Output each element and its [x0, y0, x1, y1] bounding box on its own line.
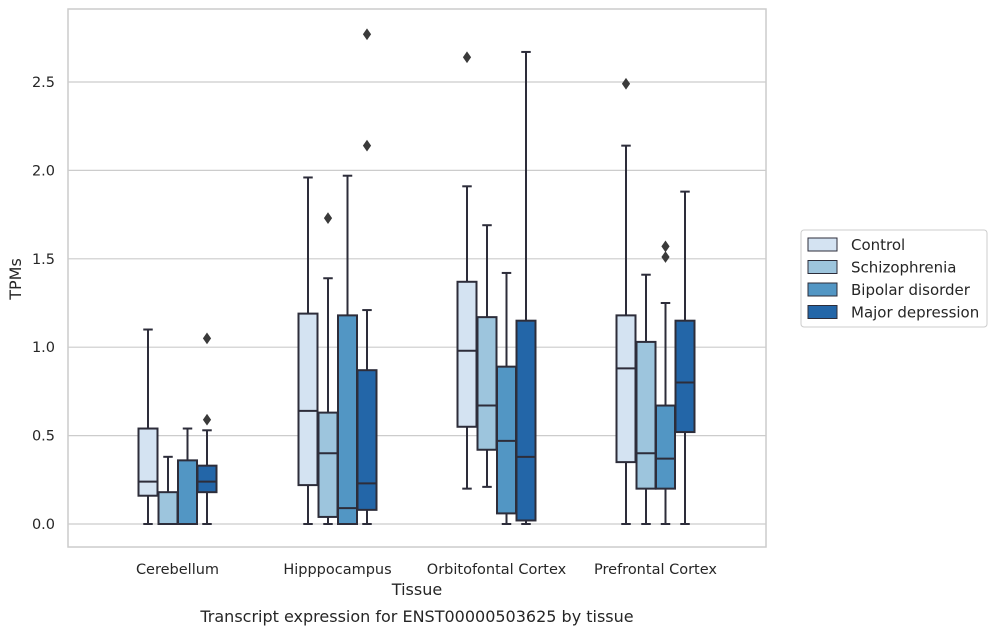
outlier-point: [362, 139, 372, 152]
legend-swatch: [807, 260, 838, 274]
y-tick-label: 2.5: [32, 75, 55, 91]
legend-swatch: [807, 305, 838, 319]
box-major-depression: [674, 190, 696, 525]
x-tick-label: Orbitofontal Cortex: [427, 562, 567, 578]
box-control: [297, 176, 319, 525]
iqr-box: [297, 312, 319, 487]
iqr-box: [615, 314, 637, 464]
iqr-box: [177, 459, 198, 525]
legend: Control Schizophrenia Bipolar disorder Majo…: [800, 229, 988, 328]
legend-label: Major depression: [851, 304, 979, 322]
box-schizophrenia: [317, 212, 339, 525]
legend-swatch: [807, 237, 838, 252]
iqr-box: [674, 319, 696, 434]
outlier-point: [661, 240, 670, 253]
box-schizophrenia: [157, 455, 179, 525]
y-tick-label: 0.5: [32, 429, 55, 445]
box-control: [615, 77, 637, 525]
legend-label: Control: [851, 236, 905, 254]
legend-swatch: [807, 282, 838, 297]
y-tick-label: 1.0: [32, 340, 55, 356]
box-schizophrenia: [635, 273, 657, 525]
box-major-depression: [356, 28, 378, 525]
iqr-box: [356, 369, 378, 511]
box-series-layer: [137, 28, 696, 525]
x-axis-ticks: Cerebellum Hipppocampus Orbitofontal Corte…: [136, 562, 717, 578]
y-tick-label: 1.5: [32, 252, 55, 268]
iqr-box: [196, 464, 218, 494]
y-tick-label: 2.0: [32, 163, 55, 179]
outlier-point: [661, 251, 670, 263]
outlier-point: [462, 51, 472, 64]
iqr-box: [137, 427, 159, 497]
iqr-box: [337, 314, 358, 525]
box-bipolar-disorder: [337, 174, 358, 525]
y-tick-label: 0.0: [32, 517, 55, 533]
box-major-depression: [196, 332, 218, 525]
iqr-box: [456, 280, 478, 428]
legend-label: Schizophrenia: [851, 259, 956, 277]
iqr-box: [635, 340, 657, 490]
outlier-point: [202, 332, 212, 345]
iqr-box: [515, 319, 537, 522]
legend-label: Bipolar disorder: [851, 281, 971, 299]
plot-area-frame: [67, 8, 767, 548]
y-axis-label: TPMs: [6, 258, 25, 301]
legend-items: Control Schizophrenia Bipolar disorder Majo…: [807, 236, 979, 322]
box-control: [456, 51, 478, 490]
iqr-box: [476, 316, 498, 451]
outlier-point: [323, 212, 333, 225]
legend-frame: [800, 229, 988, 328]
x-tick-label: Cerebellum: [136, 562, 219, 578]
x-axis-label: Tissue: [391, 580, 442, 599]
x-tick-label: Prefrontal Cortex: [594, 562, 717, 578]
box-bipolar-disorder: [655, 240, 676, 525]
box-bipolar-disorder: [496, 271, 517, 525]
y-axis-ticks: 0.0 0.5 1.0 1.5 2.0 2.5: [32, 75, 55, 533]
iqr-box: [655, 404, 676, 490]
outlier-point: [362, 28, 372, 41]
iqr-box: [157, 491, 179, 525]
x-tick-label: Hipppocampus: [283, 562, 391, 578]
chart-caption: Transcript expression for ENST0000050362…: [199, 607, 633, 626]
box-major-depression: [515, 50, 537, 525]
box-control: [137, 328, 159, 525]
box-bipolar-disorder: [177, 427, 198, 525]
outlier-point: [621, 77, 631, 90]
outlier-point: [202, 413, 212, 426]
box-schizophrenia: [476, 224, 498, 488]
iqr-box: [317, 411, 339, 518]
